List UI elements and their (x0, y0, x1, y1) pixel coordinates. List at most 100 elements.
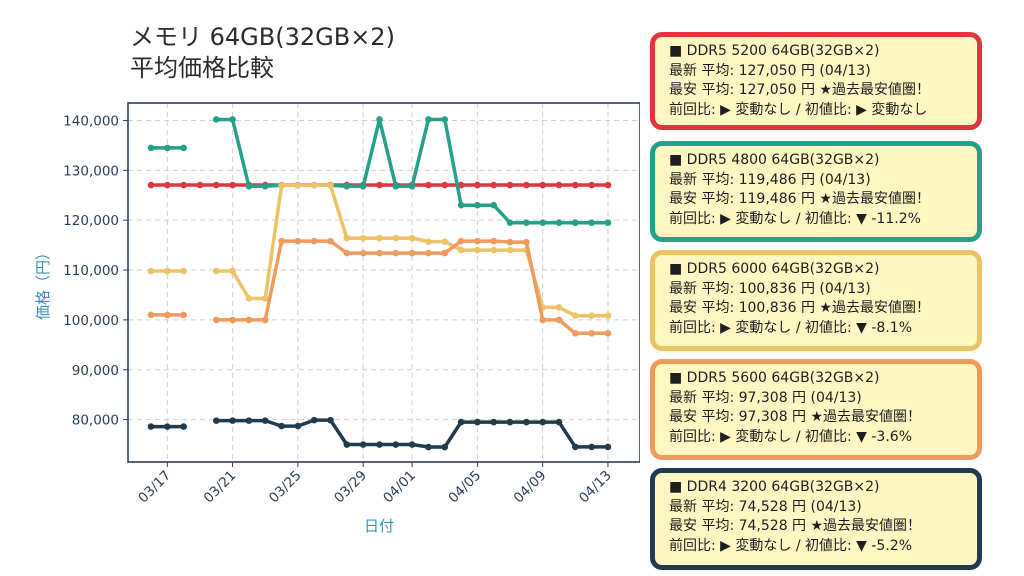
data-point (523, 238, 530, 246)
y-tick-label: 110,000 (63, 263, 119, 279)
chart-title: メモリ 64GB(32GB×2) 平均価格比較 (130, 22, 395, 84)
data-point (310, 237, 318, 245)
card-change: 前回比: ▶ 変動なし / 初値比: ▼ -11.2% (669, 210, 921, 227)
summary-card: ■ DDR5 4800 64GB(32GB×2) 最新 平均: 119,486 円… (650, 141, 982, 242)
data-point (604, 443, 612, 451)
data-point (474, 246, 481, 254)
data-point (572, 181, 579, 189)
data-point (490, 246, 498, 254)
data-point (572, 443, 579, 451)
card-change: 前回比: ▶ 変動なし / 初値比: ▼ -8.1% (669, 319, 913, 336)
card-latest-average: 最新 平均: 127,050 円 (04/13) (669, 62, 871, 79)
data-point (180, 267, 187, 275)
data-point (588, 330, 595, 337)
y-tick-label: 130,000 (63, 163, 119, 179)
data-point (343, 441, 351, 448)
data-point (588, 443, 595, 451)
data-point (539, 181, 546, 189)
data-point (506, 219, 514, 226)
x-tick-label: 03/29 (331, 468, 370, 507)
summary-card: ■ DDR5 6000 64GB(32GB×2) 最新 平均: 100,836 円… (650, 250, 982, 351)
card-change: 前回比: ▶ 変動なし / 初値比: ▼ -5.2% (669, 537, 913, 554)
data-point (212, 181, 220, 189)
data-point (376, 249, 383, 257)
data-point (278, 181, 285, 189)
data-point (555, 304, 563, 311)
data-point (588, 181, 595, 189)
data-point (572, 330, 579, 337)
data-point (278, 422, 285, 430)
data-point (523, 219, 530, 226)
data-point (180, 144, 187, 152)
data-point (392, 441, 400, 448)
card-lowest-average: 最安 平均: 97,308 円 ★過去最安値圏！ (669, 409, 922, 425)
card-lowest-average: 最安 平均: 74,528 円 ★過去最安値圏！ (669, 518, 922, 534)
data-point (425, 181, 432, 189)
data-point (359, 182, 367, 190)
data-point (539, 219, 546, 226)
data-point (490, 181, 498, 189)
data-point (327, 416, 334, 424)
data-point (164, 423, 171, 430)
data-point (588, 312, 595, 320)
data-point (604, 219, 612, 227)
data-point (212, 267, 220, 275)
data-point (523, 181, 530, 189)
x-axis-label: 日付 (364, 517, 394, 535)
x-tick-label: 04/09 (511, 468, 550, 507)
card-lowest-average: 最安 平均: 100,836 円 ★過去最安値圏！ (669, 300, 930, 316)
data-point (474, 201, 481, 209)
data-point (425, 116, 432, 123)
y-tick-label: 140,000 (63, 113, 119, 129)
data-point (539, 418, 546, 426)
data-point (376, 441, 383, 448)
x-tick-label: 04/13 (576, 468, 615, 507)
chart-title-line2: 平均価格比較 (130, 54, 274, 82)
x-tick-label: 04/01 (380, 468, 419, 507)
data-point (572, 312, 579, 320)
data-point (523, 418, 530, 426)
data-point (457, 418, 465, 426)
data-point (604, 181, 612, 189)
data-point (245, 182, 253, 190)
card-title: ■ DDR5 5200 64GB(32GB×2) (669, 43, 880, 59)
data-point (490, 418, 498, 426)
x-tick-label: 04/05 (445, 468, 484, 507)
data-point (164, 267, 171, 275)
data-point (164, 181, 171, 189)
data-point (376, 116, 383, 123)
data-point (441, 238, 449, 245)
data-point (212, 116, 220, 123)
data-point (147, 144, 155, 152)
card-lowest-average: 最安 平均: 119,486 円 ★過去最安値圏！ (669, 191, 930, 207)
data-point (229, 116, 236, 123)
summary-card: ■ DDR4 3200 64GB(32GB×2) 最新 平均: 74,528 円 … (650, 468, 982, 570)
data-point (229, 417, 236, 424)
data-point (278, 237, 285, 245)
data-point (425, 443, 432, 451)
summary-card: ■ DDR5 5600 64GB(32GB×2) 最新 平均: 97,308 円 … (650, 359, 982, 460)
data-point (408, 249, 416, 257)
summary-card: ■ DDR5 5200 64GB(32GB×2) 最新 平均: 127,050 円… (650, 32, 982, 130)
data-point (294, 422, 302, 430)
data-point (474, 181, 481, 189)
data-point (392, 249, 400, 257)
data-point (343, 249, 351, 257)
data-point (196, 181, 204, 189)
data-point (441, 181, 449, 189)
x-tick-label: 03/17 (135, 468, 174, 507)
data-point (229, 181, 236, 189)
data-point (506, 181, 514, 189)
data-point (425, 238, 432, 245)
x-tick-label: 03/25 (266, 468, 305, 507)
data-point (261, 295, 269, 302)
card-latest-average: 最新 平均: 74,528 円 (04/13) (669, 498, 862, 515)
y-tick-label: 100,000 (63, 313, 119, 329)
data-point (408, 182, 416, 190)
data-point (359, 234, 367, 242)
data-point (457, 201, 465, 209)
data-point (490, 237, 498, 245)
data-point (294, 237, 302, 245)
data-point (425, 249, 432, 257)
data-point (294, 181, 302, 189)
